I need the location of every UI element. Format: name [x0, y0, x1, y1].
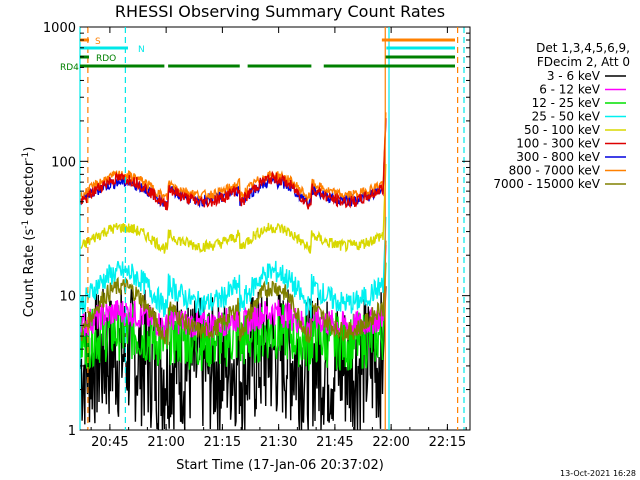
legend-entry-label: 800 - 7000 keV: [509, 164, 601, 178]
y-tick-label: 1: [68, 424, 76, 439]
x-tick-label: 21:45: [316, 435, 353, 450]
series-line: [80, 216, 387, 319]
series-line: [80, 240, 387, 346]
x-tick-label: 21:00: [147, 435, 184, 450]
series-line: [80, 163, 387, 254]
y-axis-ticks: 1 10 100 1000: [43, 21, 470, 439]
flag-label: RDO: [96, 54, 116, 64]
legend-entry-label: 12 - 25 keV: [532, 96, 601, 110]
x-tick-label: 22:15: [429, 435, 466, 450]
plot-area: S N RDO RD4: [60, 26, 471, 431]
y-tick-label: 100: [51, 155, 76, 170]
vertical-markers: [79, 27, 465, 430]
x-axis-label: Start Time (17-Jan-06 20:37:02): [176, 458, 384, 473]
flag-bars: S N RDO RD4: [60, 37, 455, 73]
flag-label: RD4: [60, 63, 79, 73]
x-tick-label: 20:45: [91, 435, 128, 450]
footer-timestamp: 13-Oct-2021 16:28: [560, 469, 636, 478]
legend-entry-label: 3 - 6 keV: [547, 69, 601, 83]
legend-entry-label: 25 - 50 keV: [532, 110, 601, 124]
legend-entry-label: 50 - 100 keV: [524, 123, 601, 137]
legend-entry-label: 100 - 300 keV: [516, 137, 600, 151]
x-axis-ticks: 20:45 21:00 21:15 21:30 21:45 22:00 22:15: [90, 27, 467, 450]
series-line: [80, 118, 387, 211]
y-tick-label: 1000: [43, 21, 76, 36]
legend: Det 1,3,4,5,6,9, FDecim 2, Att 0 3 - 6 k…: [493, 41, 630, 191]
x-tick-label: 22:00: [372, 435, 409, 450]
chart-title: RHESSI Observing Summary Count Rates: [115, 2, 445, 21]
legend-entry-label: 7000 - 15000 keV: [493, 177, 600, 191]
series-layer: [80, 112, 387, 431]
legend-entry-label: 6 - 12 keV: [539, 83, 601, 97]
series-line: [80, 244, 387, 341]
legend-entry-label: 300 - 800 keV: [516, 150, 600, 164]
flag-label: S: [95, 37, 101, 47]
x-tick-label: 21:30: [260, 435, 297, 450]
legend-header-line-2: FDecim 2, Att 0: [537, 55, 630, 69]
y-tick-label: 10: [59, 290, 76, 305]
x-tick-label: 21:15: [204, 435, 241, 450]
legend-header-line-1: Det 1,3,4,5,6,9,: [536, 41, 630, 55]
flag-label: N: [138, 45, 145, 55]
y-axis-label: Count Rate (s-1 detector-1): [21, 147, 37, 318]
